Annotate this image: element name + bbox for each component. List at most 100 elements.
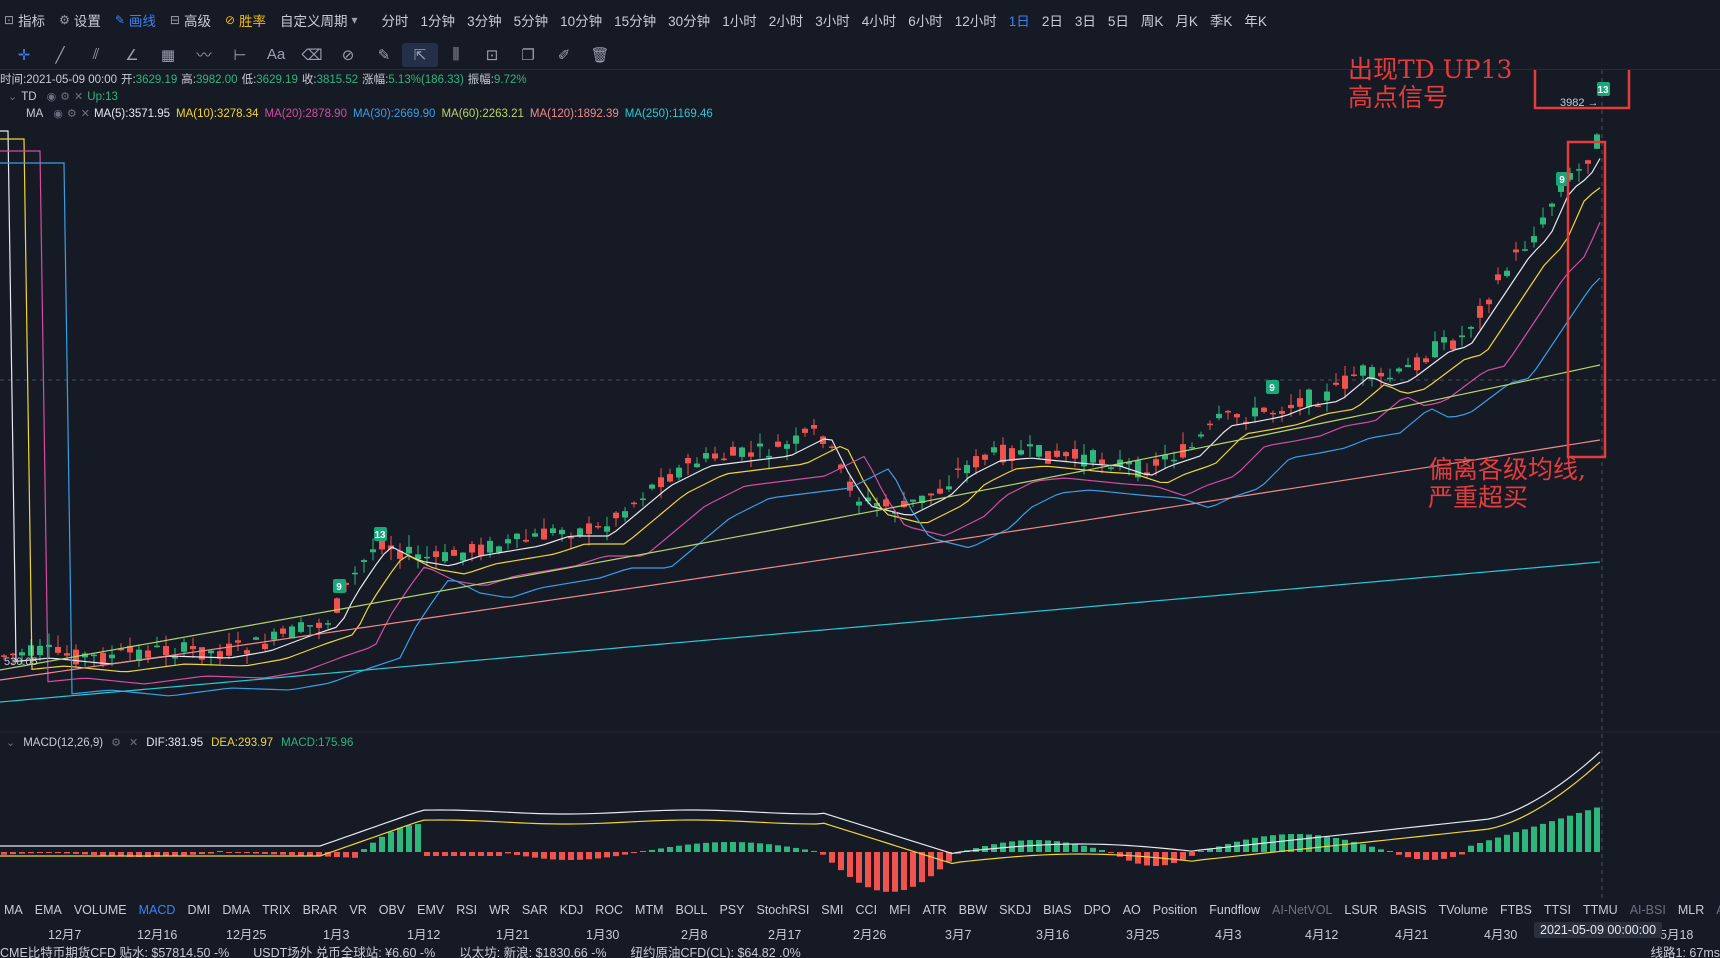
indicator-tab[interactable]: DPO <box>1083 903 1111 917</box>
period-option[interactable]: 分时 <box>381 14 409 29</box>
period-option[interactable]: 2小时 <box>768 14 804 29</box>
indicator-tab[interactable]: DMA <box>222 903 251 917</box>
range-icon[interactable]: ⊢ <box>233 46 247 64</box>
period-option[interactable]: 周K <box>1140 14 1164 29</box>
indicator-tab[interactable]: TTMU <box>1582 903 1618 917</box>
indicator-tab[interactable]: MTM <box>635 903 664 917</box>
settings-button[interactable]: ⚙ 设置 <box>59 13 101 29</box>
collapse-icon[interactable]: ⌄ <box>6 737 16 749</box>
indicator-tab[interactable]: Fundflow <box>1209 903 1260 917</box>
collapse-icon[interactable]: ⌄ <box>8 91 18 103</box>
text-tool-icon[interactable]: Aa <box>266 46 286 63</box>
ticker-item[interactable]: 以太坊: 新浪: $1830.66 -% <box>459 946 607 958</box>
period-option[interactable]: 3日 <box>1074 14 1096 29</box>
period-option[interactable]: 6小时 <box>908 14 943 29</box>
period-option[interactable]: 3小时 <box>815 14 850 29</box>
ticker-item[interactable]: CME比特币期货CFD 贴水: $57814.50 -% <box>0 946 230 958</box>
indicator-tab[interactable]: BOLL <box>675 903 708 917</box>
indicator-tab[interactable]: KDJ <box>559 903 584 917</box>
indicators-button[interactable]: ⊡ 指标 <box>4 13 46 29</box>
wave-icon[interactable]: 〰 <box>196 47 212 64</box>
ruler-icon[interactable]: ✎ <box>377 46 391 64</box>
grid-icon[interactable]: ▦ <box>160 46 176 64</box>
close-icon[interactable]: ✕ <box>74 91 84 103</box>
trash-icon[interactable]: 🗑 <box>590 46 610 64</box>
indicator-tab[interactable]: BIAS <box>1043 903 1072 917</box>
hide-drawings-icon[interactable]: ⊘ <box>341 46 355 64</box>
indicator-tab[interactable]: TVolume <box>1438 903 1488 917</box>
indicator-tab[interactable]: FTBS <box>1499 903 1532 917</box>
measure-icon[interactable]: ⇱ <box>402 42 438 67</box>
indicator-tab[interactable]: VOLUME <box>73 903 127 917</box>
indicator-tab[interactable]: PSY <box>719 903 745 917</box>
indicator-tab[interactable]: SAR <box>521 903 548 917</box>
edit-icon[interactable]: ✐ <box>557 46 571 64</box>
indicator-tab[interactable]: WR <box>489 903 510 917</box>
lock-icon[interactable]: ⊡ <box>485 46 499 64</box>
eye-icon[interactable]: ◉ <box>53 108 63 120</box>
indicator-tab[interactable]: TTSI <box>1543 903 1571 917</box>
close-icon[interactable]: ✕ <box>80 108 90 120</box>
period-option[interactable]: 月K <box>1175 14 1198 29</box>
eye-icon[interactable]: ◉ <box>46 91 57 103</box>
settings-icon[interactable]: ⚙ <box>66 108 77 120</box>
parallel-channel-icon[interactable]: ⫽ <box>92 46 100 63</box>
indicator-tab[interactable]: MACD <box>138 903 176 917</box>
indicator-tab[interactable]: VR <box>349 903 367 917</box>
indicator-tab[interactable]: EMA <box>34 903 62 917</box>
ticker-item[interactable]: 纽约原油CFD(CL): $64.82 .0% <box>630 946 801 958</box>
indicator-tab[interactable]: StochRSI <box>756 903 810 917</box>
indicator-tab[interactable]: LSUR <box>1344 903 1378 917</box>
indicator-tab[interactable]: BASIS <box>1389 903 1427 917</box>
indicator-tab[interactable]: OBV <box>378 903 406 917</box>
indicator-tab[interactable]: AI-BSI <box>1629 903 1666 917</box>
period-option[interactable]: 12小时 <box>954 14 997 29</box>
custom-period-dropdown[interactable]: 自定义周期 ▾ <box>280 13 358 29</box>
settings-icon[interactable]: ⚙ <box>60 91 71 103</box>
period-option[interactable]: 10分钟 <box>560 14 603 29</box>
indicator-tab[interactable]: BRAR <box>302 903 338 917</box>
period-option[interactable]: 15分钟 <box>614 14 657 29</box>
period-option[interactable]: 30分钟 <box>668 14 711 29</box>
indicator-tab[interactable]: AI-PD <box>1716 903 1720 917</box>
period-option[interactable]: 1分钟 <box>420 14 456 29</box>
period-option[interactable]: 2日 <box>1041 14 1063 29</box>
settings-icon[interactable]: ⚙ <box>111 737 121 749</box>
indicator-tab[interactable]: ATR <box>922 903 947 917</box>
indicator-tab[interactable]: CCI <box>855 903 878 917</box>
crosshair-icon[interactable]: ✛ <box>17 46 31 64</box>
indicator-tab[interactable]: AI-NetVOL <box>1271 903 1333 917</box>
period-option[interactable]: 年K <box>1244 14 1267 29</box>
indicator-tab[interactable]: ROC <box>595 903 624 917</box>
close-icon[interactable]: ✕ <box>128 737 139 749</box>
trendline-icon[interactable]: ╱ <box>55 46 65 64</box>
winrate-button[interactable]: ⊘ 胜率 <box>224 13 267 29</box>
indicator-tab[interactable]: MFI <box>889 903 911 917</box>
period-option[interactable]: 4小时 <box>861 14 897 29</box>
eraser-icon[interactable]: ⌫ <box>301 46 323 64</box>
indicator-tab[interactable]: MA <box>4 903 23 917</box>
candles-icon[interactable]: ⫼ <box>452 46 460 63</box>
indicator-tab[interactable]: SKDJ <box>999 903 1032 917</box>
indicator-tab[interactable]: Position <box>1152 903 1198 917</box>
draw-button[interactable]: ✎ 画线 <box>114 13 156 29</box>
indicator-tab[interactable]: SMI <box>821 903 844 917</box>
indicator-tab[interactable]: BBW <box>958 903 988 917</box>
period-option[interactable]: 5日 <box>1107 14 1129 29</box>
period-option[interactable]: 3分钟 <box>467 14 502 29</box>
period-option[interactable]: 1小时 <box>722 14 757 29</box>
indicator-tab[interactable]: DMI <box>187 903 211 917</box>
indicator-tab[interactable]: RSI <box>456 903 478 917</box>
indicator-tab[interactable]: TRIX <box>262 903 291 917</box>
angle-icon[interactable]: ∠ <box>125 46 139 64</box>
indicator-tab[interactable]: MLR <box>1677 903 1705 917</box>
advanced-button[interactable]: ⊟ 高级 <box>169 13 211 29</box>
indicator-tab[interactable]: AO <box>1122 903 1141 917</box>
indicator-tab[interactable]: EMV <box>417 903 445 917</box>
period-option[interactable]: 5分钟 <box>513 14 549 29</box>
copy-icon[interactable]: ❐ <box>521 46 535 64</box>
period-option[interactable]: 1日 <box>1008 14 1030 29</box>
period-option[interactable]: 季K <box>1209 14 1233 29</box>
ticker-item[interactable]: USDT场外 兑币全球站: ¥6.60 -% <box>253 946 436 958</box>
